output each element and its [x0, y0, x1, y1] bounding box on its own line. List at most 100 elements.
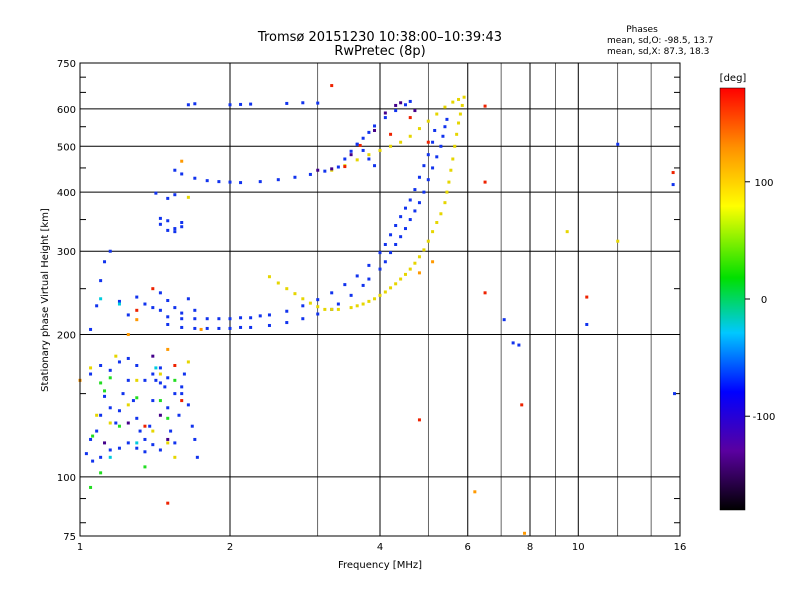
- data-point: [399, 215, 403, 219]
- data-point: [117, 409, 121, 413]
- data-point: [417, 175, 421, 179]
- data-point: [166, 299, 170, 303]
- data-point: [378, 251, 382, 255]
- data-point: [389, 233, 393, 237]
- data-point: [228, 180, 232, 184]
- data-point: [330, 84, 334, 88]
- data-point: [249, 325, 253, 329]
- data-point: [433, 128, 437, 132]
- data-point: [158, 372, 162, 376]
- data-point: [108, 421, 112, 425]
- data-point: [126, 333, 130, 337]
- data-point: [408, 267, 412, 271]
- data-point: [166, 437, 170, 441]
- data-point: [258, 180, 262, 184]
- data-point: [408, 134, 412, 138]
- data-point: [99, 297, 103, 301]
- data-point: [323, 307, 327, 311]
- data-point: [389, 132, 393, 136]
- data-point: [343, 283, 347, 287]
- data-point: [408, 99, 412, 103]
- data-point: [135, 378, 139, 382]
- data-point: [135, 363, 139, 367]
- phase-stats-o: mean, sd,O: -98.5, 13.7: [607, 36, 713, 46]
- data-point: [445, 190, 449, 194]
- data-point: [323, 169, 327, 173]
- data-point: [99, 279, 103, 283]
- data-point: [154, 191, 158, 195]
- data-point: [89, 372, 93, 376]
- data-point: [422, 190, 426, 194]
- data-point: [258, 314, 262, 318]
- data-point: [173, 455, 177, 459]
- data-point: [451, 100, 455, 104]
- data-point: [180, 225, 184, 229]
- data-point: [473, 490, 477, 494]
- data-point: [166, 501, 170, 505]
- data-point: [108, 455, 112, 459]
- data-point: [117, 302, 121, 306]
- data-point: [349, 149, 353, 153]
- data-point: [422, 248, 426, 252]
- data-point: [173, 193, 177, 197]
- data-point: [158, 366, 162, 370]
- y-tick-label: 500: [57, 142, 76, 153]
- data-point: [336, 307, 340, 311]
- data-point: [361, 283, 365, 287]
- colorbar-tick-label: 0: [761, 295, 767, 306]
- data-point: [502, 318, 506, 322]
- data-point: [180, 325, 184, 329]
- data-point: [135, 318, 139, 322]
- data-point: [126, 421, 130, 425]
- data-point: [355, 142, 359, 146]
- y-axis-label: Stationary phase Virtual Height [km]: [40, 208, 51, 392]
- x-axis-label: Frequency [MHz]: [338, 560, 422, 571]
- data-point: [190, 424, 194, 428]
- data-point: [143, 465, 147, 469]
- data-point: [399, 277, 403, 281]
- data-point: [126, 378, 130, 382]
- data-point: [89, 366, 93, 370]
- data-point: [413, 209, 417, 213]
- data-point: [143, 450, 147, 454]
- data-point: [267, 313, 271, 317]
- data-point: [217, 326, 221, 330]
- data-point: [301, 101, 305, 105]
- data-point: [117, 446, 121, 450]
- data-point: [151, 306, 155, 310]
- data-point: [177, 413, 181, 417]
- data-point: [95, 429, 99, 433]
- data-point: [355, 274, 359, 278]
- data-point: [673, 392, 677, 396]
- data-point: [205, 326, 209, 330]
- colorbar-ticks: 100 0 -100: [745, 178, 775, 423]
- data-point: [166, 347, 170, 351]
- data-point: [166, 228, 170, 232]
- data-point: [180, 317, 184, 321]
- data-point: [394, 103, 398, 107]
- data-point: [458, 112, 462, 116]
- data-point: [180, 311, 184, 315]
- data-point: [293, 175, 297, 179]
- data-point: [158, 413, 162, 417]
- data-point: [451, 157, 455, 161]
- data-point: [394, 242, 398, 246]
- data-point: [267, 275, 271, 279]
- data-point: [239, 102, 243, 106]
- data-point: [285, 287, 289, 291]
- data-point: [135, 441, 139, 445]
- data-point: [193, 437, 197, 441]
- data-point: [431, 140, 435, 144]
- data-point: [148, 424, 152, 428]
- colorbar: [deg] 100 0 -100: [720, 73, 775, 511]
- data-point: [301, 317, 305, 321]
- data-point: [403, 227, 407, 231]
- y-tick-label: 750: [57, 59, 76, 70]
- y-tick-label: 75: [63, 532, 76, 543]
- data-point: [99, 471, 103, 475]
- data-point: [373, 297, 377, 301]
- data-point: [166, 416, 170, 420]
- data-point: [431, 260, 435, 264]
- data-point: [126, 313, 130, 317]
